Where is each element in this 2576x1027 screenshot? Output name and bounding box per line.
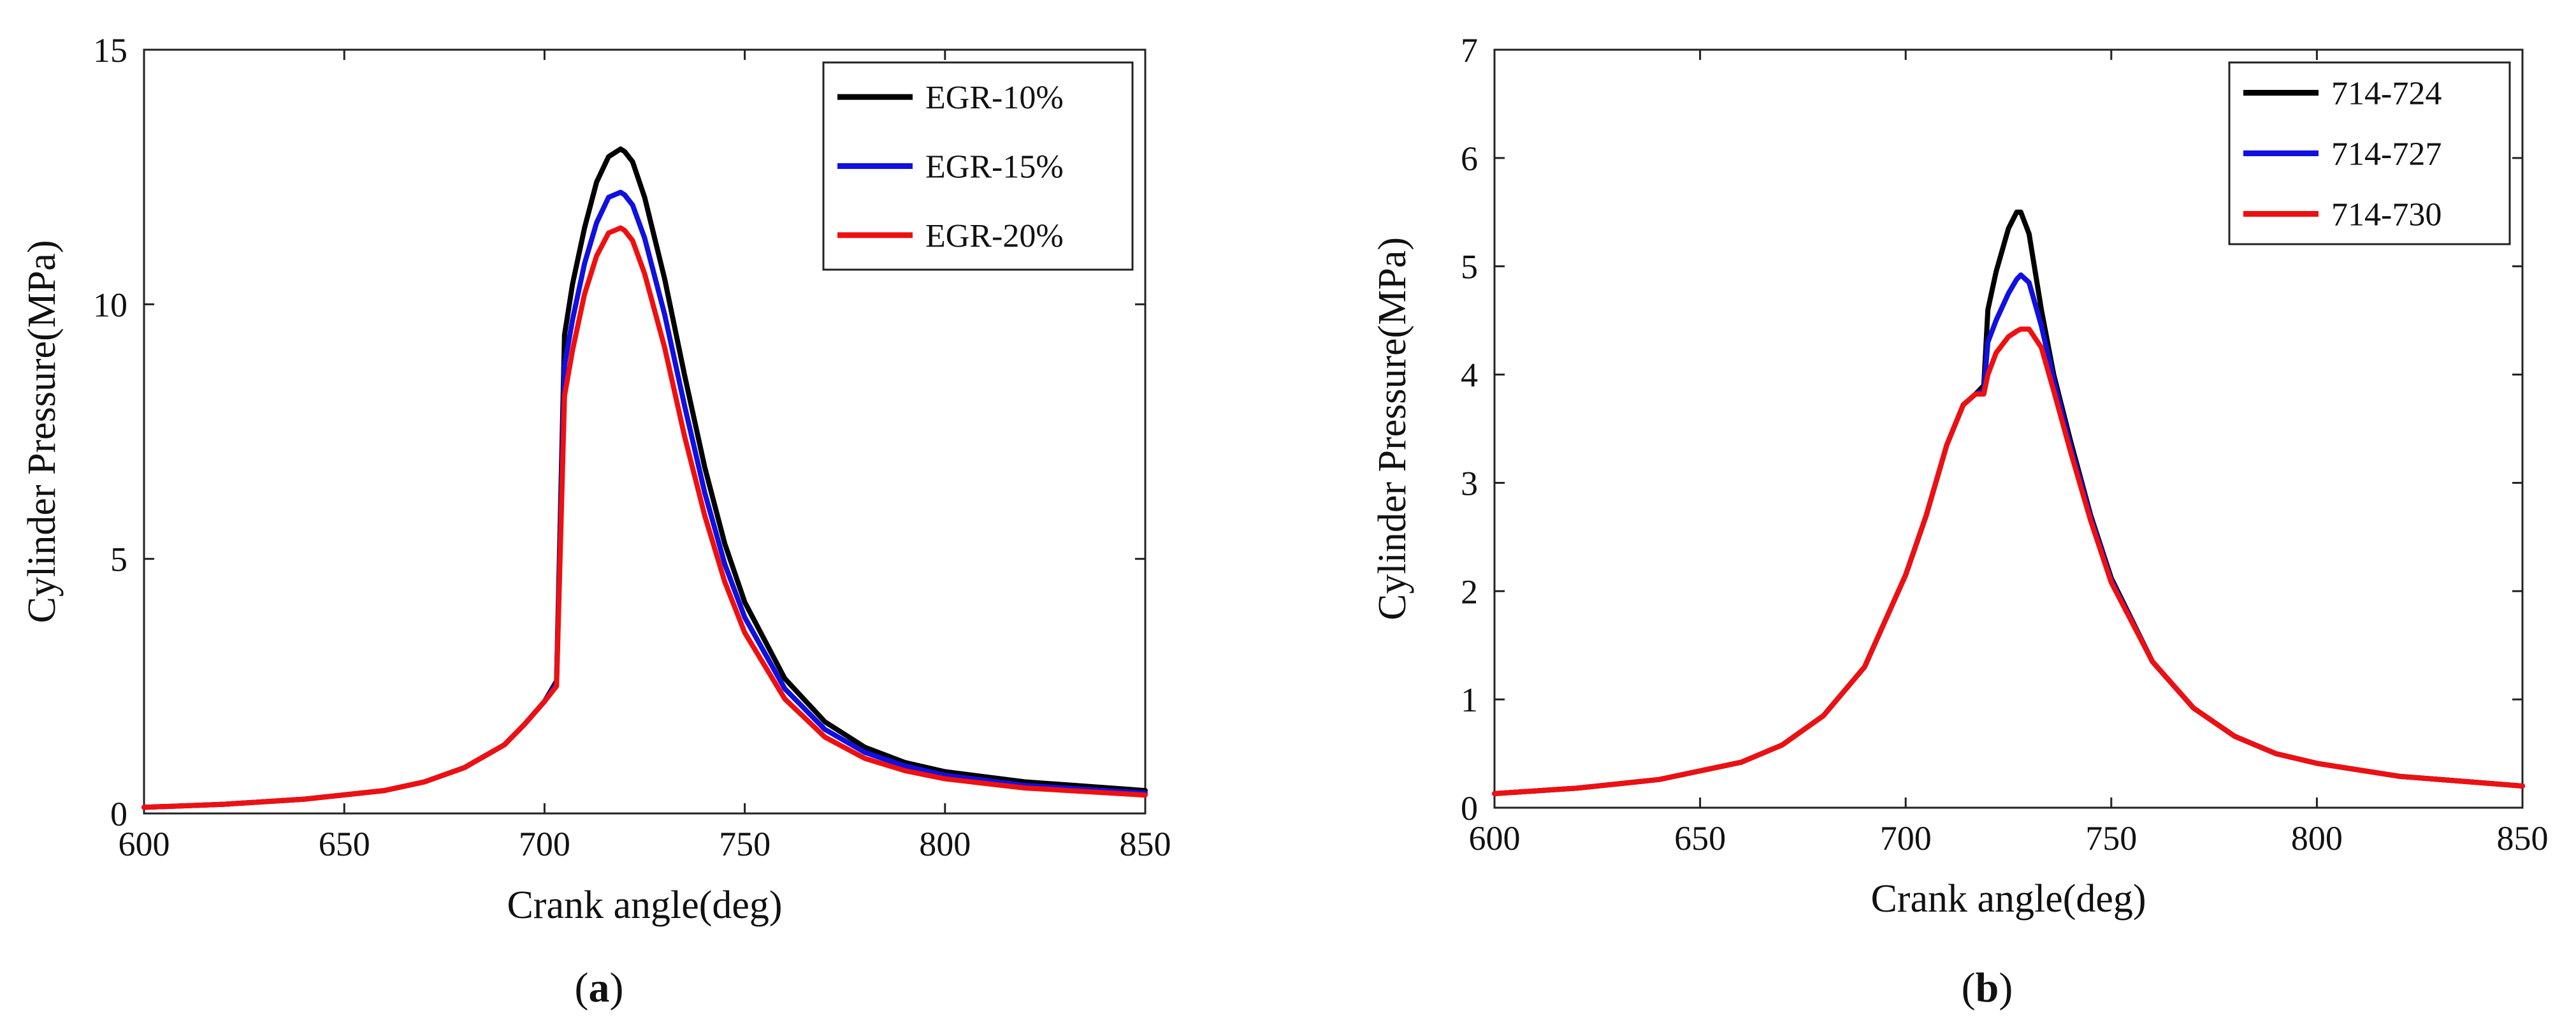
legend-label: EGR-15%	[925, 149, 1064, 186]
plot-frame	[1493, 48, 2524, 809]
y-tick-label: 15	[93, 31, 127, 69]
y-tick-label: 0	[1461, 789, 1478, 827]
y-axis-title: Cylinder Pressure(MPa)	[20, 240, 64, 623]
panel-a: (a) 600 650 700 750 800 850 0 5 10 15 Crank angle(…	[20, 31, 1171, 1011]
x-tick-label: 750	[719, 825, 771, 863]
legend-label: EGR-20%	[925, 218, 1064, 254]
legend-label: 714-727	[2331, 136, 2442, 173]
plot-frame	[143, 48, 1147, 815]
series-line-egr-20-	[141, 225, 1148, 810]
x-tick-label: 700	[519, 825, 570, 863]
legend-label: EGR-10%	[925, 80, 1064, 116]
series-line-714-730	[1492, 326, 2525, 796]
y-tick-label: 6	[1461, 140, 1478, 178]
y-tick-label: 5	[110, 541, 127, 579]
y-tick-label: 1	[1461, 681, 1478, 719]
panel-b-label-letter: b	[1976, 965, 1999, 1011]
y-tick-label: 0	[110, 795, 127, 833]
x-tick-label: 700	[1880, 819, 1932, 857]
panel-b: (b) 600 650 700 750 800 850 0 1 2 3 4 5 6 7 Crank angl…	[1371, 31, 2549, 1011]
x-tick-label: 800	[2291, 819, 2343, 857]
y-tick-label: 7	[1461, 31, 1478, 69]
y-tick-label: 4	[1461, 356, 1478, 395]
panel-a-label: (a)	[575, 965, 624, 1011]
legend-label: 714-730	[2331, 197, 2442, 233]
x-tick-label: 650	[1674, 819, 1726, 857]
series-line-egr-15-	[141, 189, 1148, 810]
x-tick-label: 600	[1469, 819, 1521, 857]
x-tick-label: 800	[919, 825, 971, 863]
x-tick-label: 850	[2497, 819, 2549, 857]
y-tick-label: 10	[93, 286, 127, 324]
y-axis-title: Cylinder Pressure(MPa)	[1371, 237, 1414, 620]
legend-label: 714-724	[2331, 76, 2442, 112]
x-axis-title: Crank angle(deg)	[1870, 877, 2146, 921]
x-tick-label: 650	[319, 825, 370, 863]
series-line-714-727	[1492, 272, 2525, 796]
x-axis-title: Crank angle(deg)	[507, 884, 782, 927]
y-tick-label: 3	[1461, 464, 1478, 502]
y-tick-label: 2	[1461, 572, 1478, 611]
x-tick-label: 750	[2085, 819, 2137, 857]
y-tick-label: 5	[1461, 248, 1478, 286]
panel-b-label: (b)	[1962, 965, 2013, 1011]
panel-a-label-letter: a	[589, 965, 610, 1011]
x-tick-label: 600	[119, 825, 170, 863]
x-tick-label: 850	[1120, 825, 1171, 863]
